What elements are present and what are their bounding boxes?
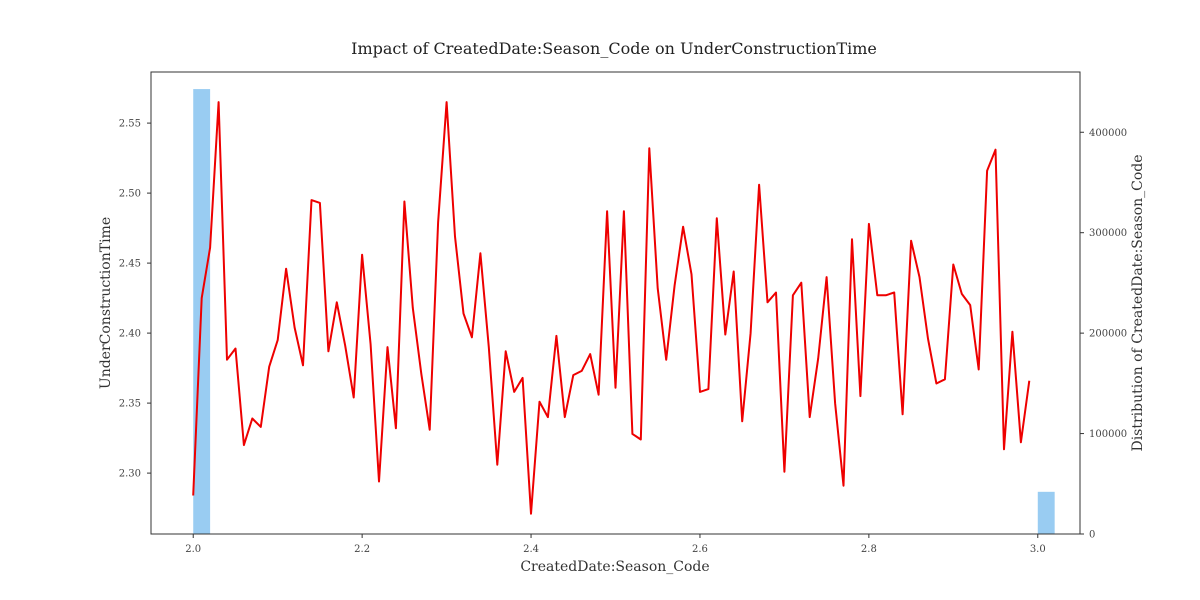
x-tick-label: 2.8 <box>861 544 877 555</box>
y-tick-label: 2.45 <box>119 259 141 270</box>
y-tick-label: 2.40 <box>119 329 141 340</box>
y2-tick-label: 200000 <box>1089 329 1127 340</box>
y2-tick-label: 0 <box>1089 530 1095 541</box>
y-tick-label: 2.50 <box>119 189 141 200</box>
x-axis-ticks: 2.0 2.2 2.4 2.6 2.8 3.0 <box>185 534 1046 555</box>
y2-axis-label: Distribution of CreatedDate:Season_Code <box>1130 154 1146 451</box>
distribution-bars <box>193 89 1055 534</box>
x-tick-label: 2.4 <box>523 544 539 555</box>
plot-frame <box>150 71 1081 535</box>
distribution-bar <box>1037 491 1055 534</box>
y2-tick-label: 400000 <box>1089 128 1127 139</box>
y-axis-ticks: 2.30 2.35 2.40 2.45 2.50 2.55 <box>119 119 151 480</box>
series-line <box>192 101 1031 515</box>
chart-title: Impact of CreatedDate:Season_Code on Und… <box>351 39 877 58</box>
x-axis-label: CreatedDate:Season_Code <box>520 559 709 575</box>
x-tick-label: 2.6 <box>692 544 708 555</box>
y-axis-label: UnderConstructionTime <box>98 217 114 389</box>
x-tick-label: 2.2 <box>354 544 370 555</box>
y2-axis-ticks: 0 100000 200000 300000 400000 <box>1080 128 1127 541</box>
y-tick-label: 2.55 <box>119 119 141 130</box>
x-tick-label: 2.0 <box>185 544 201 555</box>
y-tick-label: 2.30 <box>119 469 141 480</box>
x-tick-label: 3.0 <box>1030 544 1046 555</box>
y-tick-label: 2.35 <box>119 399 141 410</box>
y2-tick-label: 300000 <box>1089 228 1127 239</box>
y2-tick-label: 100000 <box>1089 429 1127 440</box>
